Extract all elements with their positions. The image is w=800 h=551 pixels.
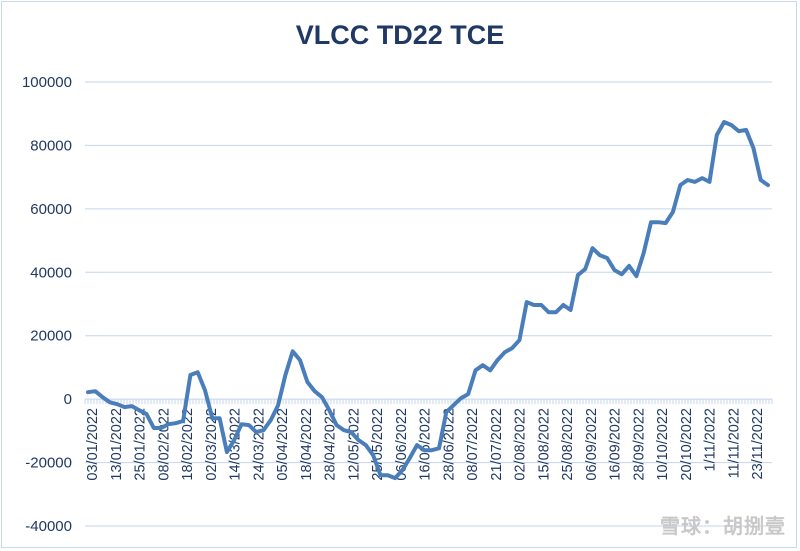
x-tick-label: 21/07/2022 [489,408,505,481]
x-tick-label: 16/06/2022 [418,408,434,481]
x-tick-label: 02/03/2022 [204,408,220,481]
x-tick-label: 10/10/2022 [655,408,671,481]
x-tick-label: 15/08/2022 [536,408,552,481]
y-tick-label: 60000 [30,201,72,218]
x-tick-label: 25/01/2022 [133,408,149,481]
x-tick-label: 03/01/2022 [85,408,101,481]
x-tick-label: 05/04/2022 [275,408,291,481]
x-tick-label: 08/02/2022 [156,408,172,481]
x-tick-label: 24/03/2022 [251,408,267,481]
x-tick-label: 12/05/2022 [346,408,362,481]
y-tick-label: 20000 [30,328,72,345]
x-tick-label: 13/01/2022 [109,408,125,481]
x-tick-label: 06/09/2022 [584,408,600,481]
watermark: 雪球：胡捌壹 [660,516,786,538]
x-tick-label: 1/11/2022 [703,408,719,471]
x-tick-label: 18/02/2022 [180,408,196,481]
x-tick-label: 02/08/2022 [513,408,529,481]
x-tick-label: 11/11/2022 [726,408,742,478]
x-tick-label: 28/04/2022 [323,408,339,481]
y-tick-label: -40000 [25,518,72,535]
x-tick-label: 08/07/2022 [465,408,481,481]
y-tick-label: -20000 [25,455,72,472]
y-tick-label: 100000 [22,74,72,91]
y-tick-label: 0 [64,391,72,408]
chart-title: VLCC TD22 TCE [295,20,505,50]
x-tick-label: 25/08/2022 [560,408,576,481]
y-tick-label: 80000 [30,137,72,154]
x-tick-label: 28/09/2022 [631,408,647,481]
x-tick-label: 16/09/2022 [608,408,624,481]
x-tick-label: 23/11/2022 [750,408,766,480]
y-tick-label: 40000 [30,264,72,281]
x-tick-label: 18/04/2022 [299,408,315,481]
x-tick-label: 20/10/2022 [679,408,695,481]
series-line [86,120,770,481]
